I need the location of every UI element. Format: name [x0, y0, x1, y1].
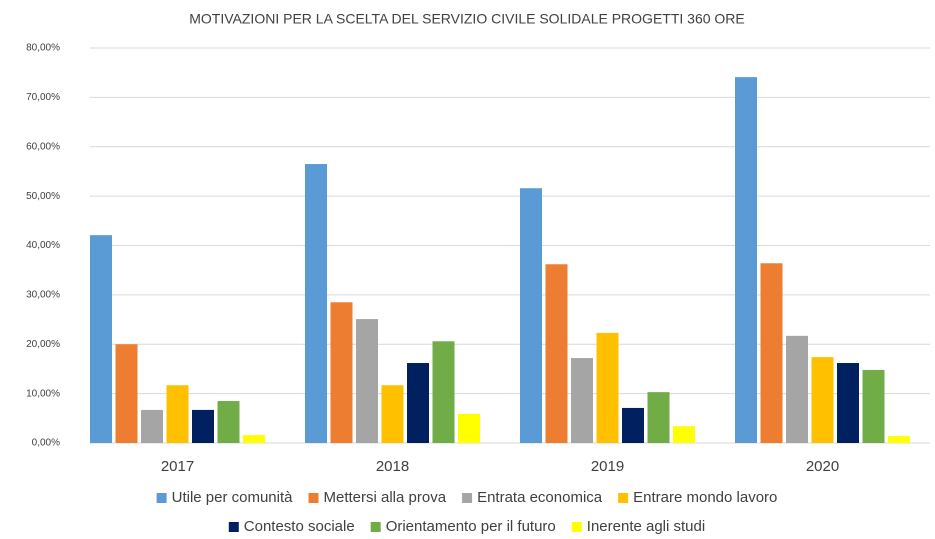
y-tick-label: 10,00% — [26, 388, 60, 399]
y-tick-label: 30,00% — [26, 290, 60, 301]
bar — [356, 319, 378, 443]
legend-label: Entrata economica — [477, 489, 603, 506]
y-tick-label: 0,00% — [32, 438, 60, 449]
bar — [837, 363, 859, 443]
legend-swatch — [618, 493, 629, 503]
bar — [596, 332, 619, 443]
y-tick-label: 40,00% — [26, 240, 60, 251]
bar — [90, 235, 112, 443]
legend-swatch — [156, 493, 167, 503]
bar — [673, 426, 695, 443]
x-tick-label: 2019 — [591, 458, 624, 475]
y-tick-label: 60,00% — [26, 141, 60, 152]
legend-swatch — [228, 522, 239, 532]
bar — [888, 436, 910, 443]
bar — [192, 409, 214, 443]
bar — [571, 358, 593, 443]
chart-title: MOTIVAZIONI PER LA SCELTA DEL SERVIZIO C… — [189, 11, 745, 27]
bar — [811, 357, 834, 443]
y-tick-label: 20,00% — [26, 339, 60, 350]
y-tick-label: 70,00% — [26, 92, 60, 103]
x-tick-label: 2017 — [161, 458, 194, 475]
legend-label: Inerente agli studi — [587, 518, 705, 535]
legend-label: Utile per comunità — [172, 489, 294, 506]
bar — [647, 392, 670, 443]
legend-label: Contesto sociale — [244, 518, 355, 535]
bar — [786, 335, 808, 443]
legend-label: Orientamento per il futuro — [386, 518, 556, 535]
bar — [458, 413, 480, 443]
legend-label: Entrare mondo lavoro — [633, 489, 777, 506]
legend-swatch — [571, 522, 582, 532]
legend-swatch — [308, 493, 319, 503]
bar — [166, 385, 189, 443]
bar — [217, 401, 240, 443]
bar — [622, 407, 644, 443]
bar — [760, 263, 783, 443]
legend-swatch — [462, 493, 473, 503]
bar — [545, 264, 568, 443]
bar — [381, 385, 404, 443]
bar — [862, 369, 885, 443]
x-tick-label: 2020 — [806, 458, 839, 475]
bar — [735, 77, 757, 443]
bar — [432, 341, 455, 443]
y-tick-label: 50,00% — [26, 191, 60, 202]
bar — [305, 164, 327, 443]
y-tick-label: 80,00% — [26, 43, 60, 54]
x-tick-label: 2018 — [376, 458, 409, 475]
bar — [243, 435, 265, 443]
bar — [407, 363, 429, 443]
legend-label: Mettersi alla prova — [324, 489, 447, 506]
bar — [115, 344, 138, 443]
bar — [141, 409, 163, 443]
bar — [520, 188, 542, 443]
legend-swatch — [370, 522, 381, 532]
bar — [330, 302, 353, 443]
